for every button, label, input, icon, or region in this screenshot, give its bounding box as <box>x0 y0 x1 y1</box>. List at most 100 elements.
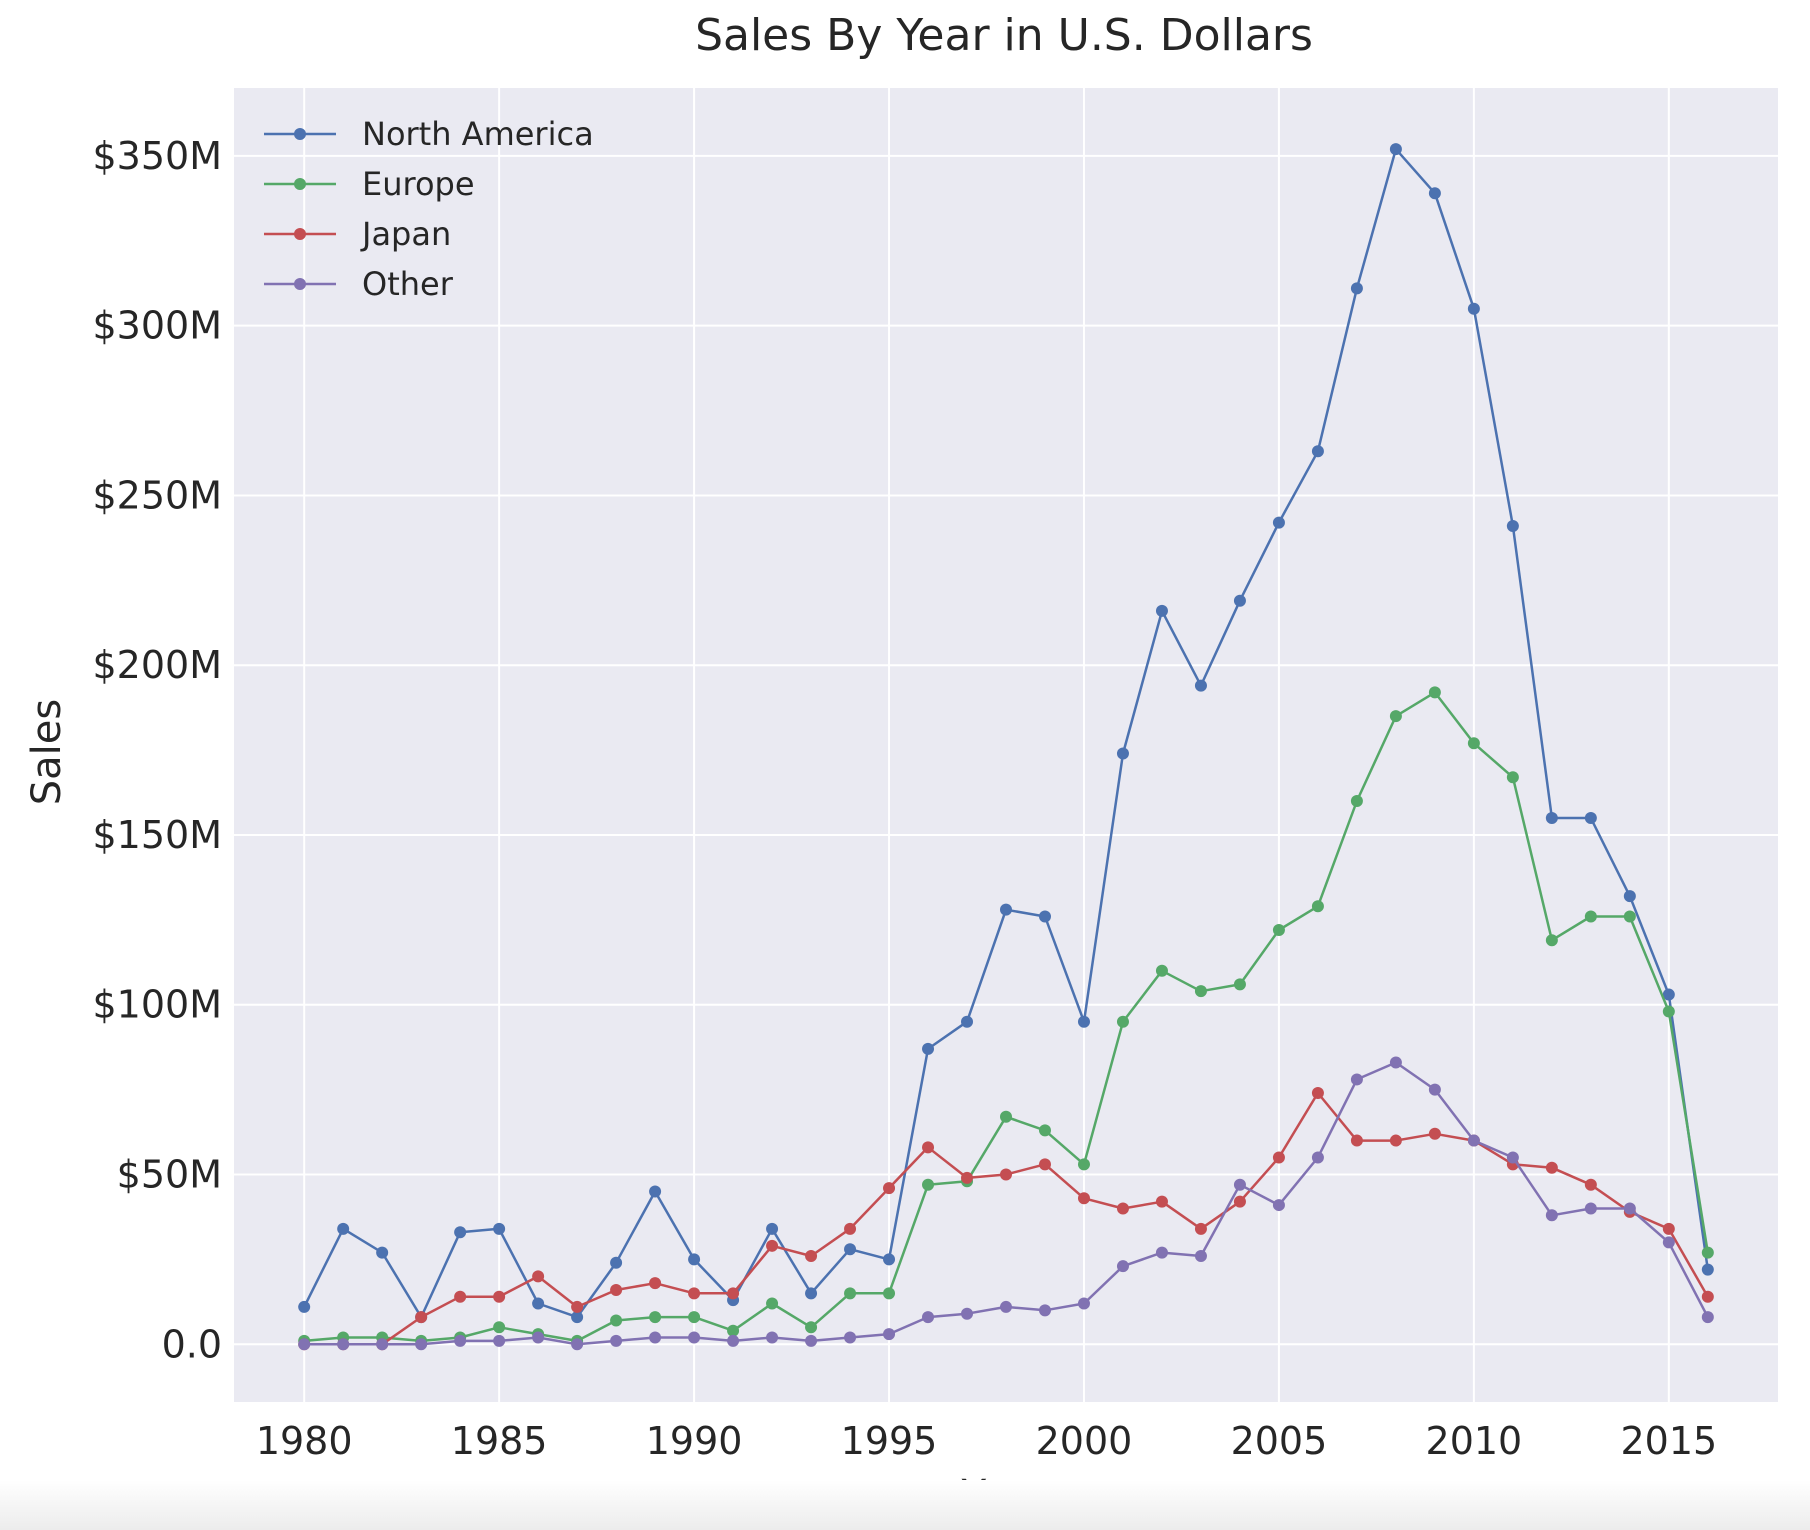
data-point-europe <box>727 1324 740 1337</box>
data-point-other <box>1311 1151 1324 1164</box>
data-point-other <box>766 1331 779 1344</box>
data-point-other <box>1467 1134 1480 1147</box>
data-point-other <box>922 1311 935 1324</box>
legend-label: Japan <box>360 215 451 253</box>
y-axis-ticks: 0.0 $50M $100M $150M $200M $250M $300M $350M <box>93 134 223 1366</box>
data-point-other <box>1389 1056 1402 1069</box>
data-point-north-america <box>571 1311 584 1324</box>
data-point-other <box>1545 1209 1558 1222</box>
data-point-other <box>1662 1236 1675 1249</box>
series-europe <box>298 686 1714 1347</box>
data-point-other <box>1233 1178 1246 1191</box>
y-tick-label: $350M <box>93 134 223 178</box>
data-point-other <box>649 1331 662 1344</box>
data-point-europe <box>493 1321 506 1334</box>
y-tick-label: $150M <box>93 813 223 857</box>
data-point-japan <box>1350 1134 1363 1147</box>
data-point-japan <box>1545 1161 1558 1174</box>
data-point-europe <box>844 1287 857 1300</box>
data-point-north-america <box>1311 445 1324 458</box>
legend-item-japan: Japan <box>264 215 451 253</box>
x-tick-label: 1990 <box>646 1419 743 1463</box>
data-point-other <box>1584 1202 1597 1215</box>
data-point-japan <box>1194 1222 1207 1235</box>
data-point-north-america <box>649 1185 662 1198</box>
data-point-north-america <box>1038 910 1051 923</box>
data-point-other <box>1428 1083 1441 1096</box>
data-point-japan <box>454 1290 467 1303</box>
data-point-japan <box>1584 1178 1597 1191</box>
data-point-japan <box>1155 1195 1168 1208</box>
data-point-japan <box>1701 1290 1714 1303</box>
data-point-japan <box>1077 1192 1090 1205</box>
y-tick-label: $100M <box>93 983 223 1027</box>
data-point-europe <box>688 1311 701 1324</box>
data-point-other <box>844 1331 857 1344</box>
plot-area <box>234 88 1778 1402</box>
grid <box>234 88 1778 1402</box>
data-point-north-america <box>1389 143 1402 156</box>
data-point-europe <box>1506 771 1519 784</box>
data-point-north-america <box>766 1222 779 1235</box>
data-point-other <box>1506 1151 1519 1164</box>
data-point-europe <box>1038 1124 1051 1137</box>
data-point-north-america <box>376 1246 389 1259</box>
data-point-japan <box>961 1171 974 1184</box>
series-other <box>298 1056 1714 1351</box>
data-point-europe <box>1116 1015 1129 1028</box>
x-tick-label: 2005 <box>1231 1419 1328 1463</box>
data-point-europe <box>805 1321 818 1334</box>
data-point-europe <box>883 1287 896 1300</box>
data-point-japan <box>610 1283 623 1296</box>
data-point-north-america <box>883 1253 896 1266</box>
data-point-japan <box>766 1239 779 1252</box>
data-point-north-america <box>805 1287 818 1300</box>
data-point-japan <box>1662 1222 1675 1235</box>
data-point-other <box>1272 1199 1285 1212</box>
data-point-japan <box>805 1250 818 1262</box>
data-point-japan <box>1000 1168 1012 1181</box>
legend-marker <box>294 128 306 140</box>
data-point-north-america <box>1662 988 1675 1001</box>
data-point-north-america <box>961 1015 974 1028</box>
data-point-north-america <box>1545 812 1558 824</box>
data-point-other <box>1350 1073 1363 1086</box>
data-point-japan <box>727 1287 740 1300</box>
y-tick-label: $250M <box>93 473 223 517</box>
x-axis-ticks: 1980 1985 1990 1995 2000 2005 2010 2015 <box>256 1419 1717 1463</box>
data-point-north-america <box>1155 604 1168 617</box>
y-tick-label: $300M <box>93 304 223 348</box>
data-point-north-america <box>1116 747 1129 760</box>
data-point-north-america <box>493 1222 506 1235</box>
data-point-other <box>961 1307 974 1320</box>
data-point-japan <box>844 1222 857 1235</box>
bottom-fade <box>0 1480 1810 1530</box>
data-point-europe <box>1701 1246 1714 1259</box>
legend-marker <box>294 228 306 240</box>
data-point-japan <box>649 1277 662 1290</box>
data-point-north-america <box>337 1222 350 1235</box>
data-point-europe <box>1194 985 1207 998</box>
data-point-north-america <box>1467 302 1480 315</box>
data-point-north-america <box>1584 812 1597 824</box>
data-point-japan <box>1428 1127 1441 1140</box>
data-point-japan <box>571 1300 584 1313</box>
data-point-japan <box>1116 1202 1129 1215</box>
data-point-europe <box>1662 1005 1675 1018</box>
x-tick-label: 2015 <box>1620 1419 1717 1463</box>
data-point-europe <box>1233 978 1246 991</box>
data-point-other <box>1155 1246 1168 1259</box>
data-point-japan <box>1233 1195 1246 1208</box>
legend-item-other: Other <box>264 265 454 303</box>
data-point-other <box>337 1338 350 1351</box>
data-point-other <box>1194 1250 1207 1262</box>
data-point-europe <box>1428 686 1441 699</box>
data-point-other <box>415 1338 428 1351</box>
data-point-europe <box>1584 910 1597 923</box>
data-point-europe <box>1389 710 1402 723</box>
data-point-other <box>1623 1202 1636 1215</box>
data-point-europe <box>1311 900 1324 913</box>
data-point-other <box>532 1331 545 1344</box>
x-tick-label: 1985 <box>451 1419 548 1463</box>
chart-title: Sales By Year in U.S. Dollars <box>695 10 1313 61</box>
